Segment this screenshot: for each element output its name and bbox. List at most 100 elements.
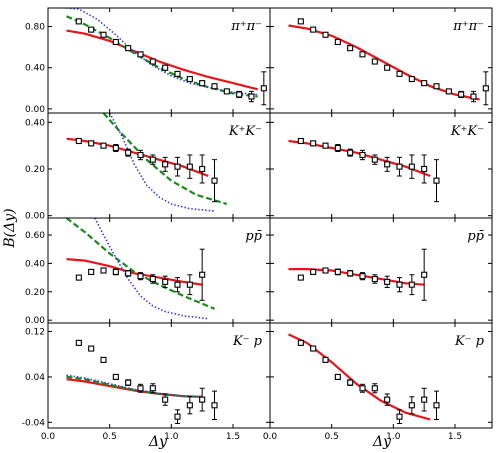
data-point [186, 402, 193, 409]
data-point [211, 402, 218, 409]
model-curve-solid [288, 268, 425, 286]
data-point [162, 64, 169, 71]
data-point [199, 271, 206, 278]
model-curves [66, 113, 228, 212]
data-point [162, 278, 169, 285]
data-points [297, 18, 489, 106]
data-point [334, 38, 341, 46]
data-point [384, 278, 391, 285]
y-axis-label: B(Δy) [2, 208, 18, 248]
data-point [359, 151, 366, 159]
data-points [75, 339, 218, 424]
data-point [408, 163, 415, 170]
model-curves [66, 374, 203, 398]
data-point [458, 91, 465, 98]
model-curves [288, 139, 431, 178]
data-points [297, 339, 440, 424]
data-point [433, 177, 440, 184]
data-point [371, 385, 378, 392]
data-point [384, 64, 391, 71]
data-point [125, 270, 132, 277]
data-point [359, 385, 366, 392]
panel-frame [47, 217, 271, 324]
data-point [421, 271, 428, 278]
panel-r3-c1: 0.0 0.5 1.0 1.5 K⁻ p [263, 322, 493, 442]
data-point [347, 379, 354, 386]
data-point [322, 142, 329, 149]
panel-r2-c0: 0.00 0.20 0.40 0.60 pp̄ [25, 217, 271, 326]
data-point [408, 281, 415, 288]
data-point [421, 165, 428, 173]
data-point [125, 379, 132, 386]
x-tick-label: 0.0 [263, 432, 278, 442]
model-curve-dotted [66, 8, 258, 96]
data-point [162, 161, 169, 168]
panel-label: K⁺K⁻ [228, 124, 262, 139]
data-point [211, 83, 218, 90]
model-curve-dashed [66, 15, 258, 98]
data-point [236, 91, 243, 98]
model-curve-solid [66, 258, 203, 286]
data-point [149, 156, 156, 163]
model-curve-solid [66, 29, 258, 91]
model-curve-dotted [66, 374, 203, 398]
panel-label: K⁺K⁻ [450, 124, 484, 139]
y-tick-label: 0.40 [25, 64, 45, 74]
panel-r2-c1: pp̄ [269, 217, 493, 324]
data-point [347, 45, 354, 52]
model-curve-dashed [66, 375, 203, 398]
x-tick-label: 1.5 [226, 432, 240, 442]
data-point [100, 31, 107, 38]
panel-label: K⁻ p [454, 334, 485, 349]
data-point [88, 268, 95, 275]
data-point [421, 396, 428, 403]
data-point [322, 267, 329, 274]
panel-r1-c1: K⁺K⁻ [269, 112, 493, 219]
data-point [88, 140, 95, 147]
data-point [310, 26, 317, 33]
model-curve-dotted [94, 218, 209, 320]
y-tick-label: 0.20 [25, 288, 45, 298]
y-tick-label: 0.60 [25, 231, 45, 241]
panel-frame [269, 322, 493, 429]
y-tick-label: 0.00 [25, 212, 45, 222]
data-point [408, 402, 415, 409]
data-point [137, 273, 144, 280]
data-point [100, 267, 107, 274]
data-point [396, 281, 403, 288]
panel-frame [269, 217, 493, 324]
x-tick-label: 0.0 [41, 432, 56, 442]
model-curve-solid [288, 139, 431, 178]
data-point [297, 274, 304, 281]
data-point [75, 18, 82, 25]
data-point [433, 402, 440, 409]
data-point [174, 70, 181, 77]
data-point [186, 75, 193, 83]
model-curve-solid [66, 137, 209, 178]
data-point [186, 281, 193, 288]
data-points [297, 137, 440, 203]
data-point [297, 137, 304, 145]
data-point [149, 385, 156, 392]
data-point [322, 31, 329, 38]
x-tick-label: 1.0 [386, 432, 401, 442]
data-point [310, 140, 317, 147]
panel-r1-c0: 0.00 0.20 0.40 K⁺K⁻ [25, 112, 271, 222]
data-point [371, 58, 378, 65]
data-point [297, 18, 304, 25]
data-point [310, 345, 317, 352]
data-point [112, 38, 119, 46]
data-point [433, 83, 440, 90]
data-point [211, 177, 218, 184]
data-point [384, 396, 391, 403]
data-point [162, 396, 169, 403]
data-point [396, 70, 403, 77]
data-point [137, 51, 144, 58]
data-point [149, 275, 156, 283]
panel-r3-c0: -0.04 0.04 0.12 0.0 0.5 1.0 1.5 K⁻ p [22, 322, 271, 442]
model-curves [65, 218, 215, 320]
data-point [199, 80, 206, 87]
data-point [88, 345, 95, 352]
data-point [125, 149, 132, 156]
